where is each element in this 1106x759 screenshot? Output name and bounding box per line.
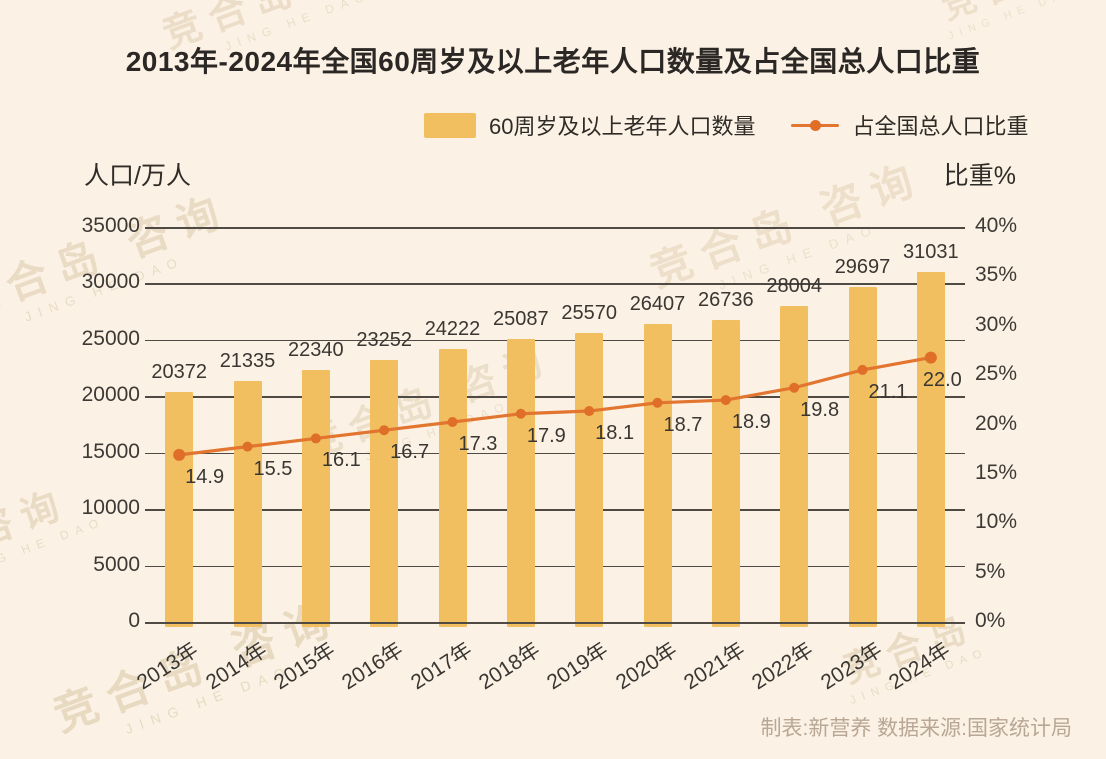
ratio-value-2013年: 14.9 xyxy=(185,465,225,488)
x-axis-tick-2020年: 2020年 xyxy=(611,638,681,695)
left-axis-tick-5000: 5000 xyxy=(93,552,140,576)
bar-2019年 xyxy=(575,333,604,627)
bar-2017年 xyxy=(438,348,467,627)
left-axis-tick-30000: 30000 xyxy=(81,270,140,294)
gridline-5000 xyxy=(145,565,965,568)
gridline-20000 xyxy=(145,396,965,398)
bar-value-2023年: 29697 xyxy=(834,255,891,278)
x-axis-tick-2018年: 2018年 xyxy=(474,638,545,695)
gridline-35000 xyxy=(145,227,965,229)
bar-value-2021年: 26736 xyxy=(698,289,754,312)
right-axis-tick-40%: 40% xyxy=(975,214,1018,237)
ratio-value-2021年: 18.9 xyxy=(731,411,771,434)
left-axis-tick-20000: 20000 xyxy=(81,383,140,407)
bar-value-2017年: 24222 xyxy=(424,317,481,340)
right-axis-tick-15%: 15% xyxy=(975,460,1018,484)
bar-2014年 xyxy=(233,381,262,627)
bar-2016年 xyxy=(370,359,399,627)
x-axis-tick-2019年: 2019年 xyxy=(543,638,613,695)
x-axis-tick-2021年: 2021年 xyxy=(679,638,750,695)
legend-item-bar: 60周岁及以上老年人口数量 xyxy=(424,109,755,141)
bar-2018年 xyxy=(506,338,535,627)
bar-2024年 xyxy=(916,271,945,627)
right-axis-tick-30%: 30% xyxy=(975,312,1018,336)
right-axis-tick-25%: 25% xyxy=(975,362,1018,386)
ratio-value-2022年: 19.8 xyxy=(800,398,840,421)
bar-2021年 xyxy=(711,320,740,627)
ratio-value-2019年: 18.1 xyxy=(595,422,635,445)
left-axis-tick-25000: 25000 xyxy=(81,326,140,350)
legend-line-label: 占全国总人口比重 xyxy=(852,114,1029,139)
bar-2013年 xyxy=(165,392,194,627)
ratio-value-2024年: 22.0 xyxy=(922,368,962,391)
legend-item-line: 占全国总人口比重 xyxy=(791,109,1029,141)
line-series-marker-icon xyxy=(791,113,840,138)
bar-value-2022年: 28004 xyxy=(766,274,822,297)
ratio-value-2018年: 17.9 xyxy=(526,424,566,447)
bar-value-2019年: 25570 xyxy=(561,302,617,325)
left-axis-tick-0: 0 xyxy=(128,609,140,632)
right-axis-tick-10%: 10% xyxy=(975,510,1018,534)
right-axis-tick-0%: 0% xyxy=(975,609,1006,632)
ratio-value-2023年: 21.1 xyxy=(868,380,908,403)
ratio-value-2016年: 16.7 xyxy=(390,441,430,464)
legend-bar-label: 60周岁及以上老年人口数量 xyxy=(489,114,756,139)
bar-2022年 xyxy=(780,305,809,627)
bar-2023年 xyxy=(848,286,877,627)
x-axis-tick-2022年: 2022年 xyxy=(748,638,818,695)
ratio-value-2020年: 18.7 xyxy=(663,413,703,436)
ratio-value-2015年: 16.1 xyxy=(321,449,361,472)
gridline-25000 xyxy=(145,339,965,342)
left-axis-tick-10000: 10000 xyxy=(81,496,140,520)
right-axis-title: 比重% xyxy=(943,162,1016,190)
bar-value-2020年: 26407 xyxy=(629,292,686,315)
gridline-15000 xyxy=(145,452,965,455)
chart-title: 2013年-2024年全国60周岁及以上老年人口数量及占全国总人口比重 xyxy=(125,46,981,77)
gridline-0 xyxy=(145,622,965,624)
left-axis-title: 人口/万人 xyxy=(84,162,191,190)
bar-value-2024年: 31031 xyxy=(903,240,959,263)
right-axis-tick-35%: 35% xyxy=(975,263,1018,287)
right-axis-tick-5%: 5% xyxy=(975,559,1006,583)
left-axis-tick-15000: 15000 xyxy=(81,439,140,463)
x-axis-tick-2017年: 2017年 xyxy=(406,638,476,695)
right-axis-tick-20%: 20% xyxy=(975,411,1018,435)
bar-value-2016年: 23252 xyxy=(356,328,412,351)
bar-2020年 xyxy=(643,323,672,627)
legend: 60周岁及以上老年人口数量 占全国总人口比重 xyxy=(424,109,1029,141)
source-note: 制表:新营养 数据来源:国家统计局 xyxy=(760,717,1072,740)
gridline-10000 xyxy=(145,509,965,511)
gridline-30000 xyxy=(145,283,965,285)
ratio-value-2014年: 15.5 xyxy=(253,457,293,480)
bar-value-2015年: 22340 xyxy=(288,338,344,361)
bar-2015年 xyxy=(301,369,330,627)
ratio-value-2017年: 17.3 xyxy=(458,432,498,455)
bar-value-2018年: 25087 xyxy=(493,307,549,330)
left-axis-tick-35000: 35000 xyxy=(81,214,140,237)
bar-series-swatch-icon xyxy=(424,112,476,138)
